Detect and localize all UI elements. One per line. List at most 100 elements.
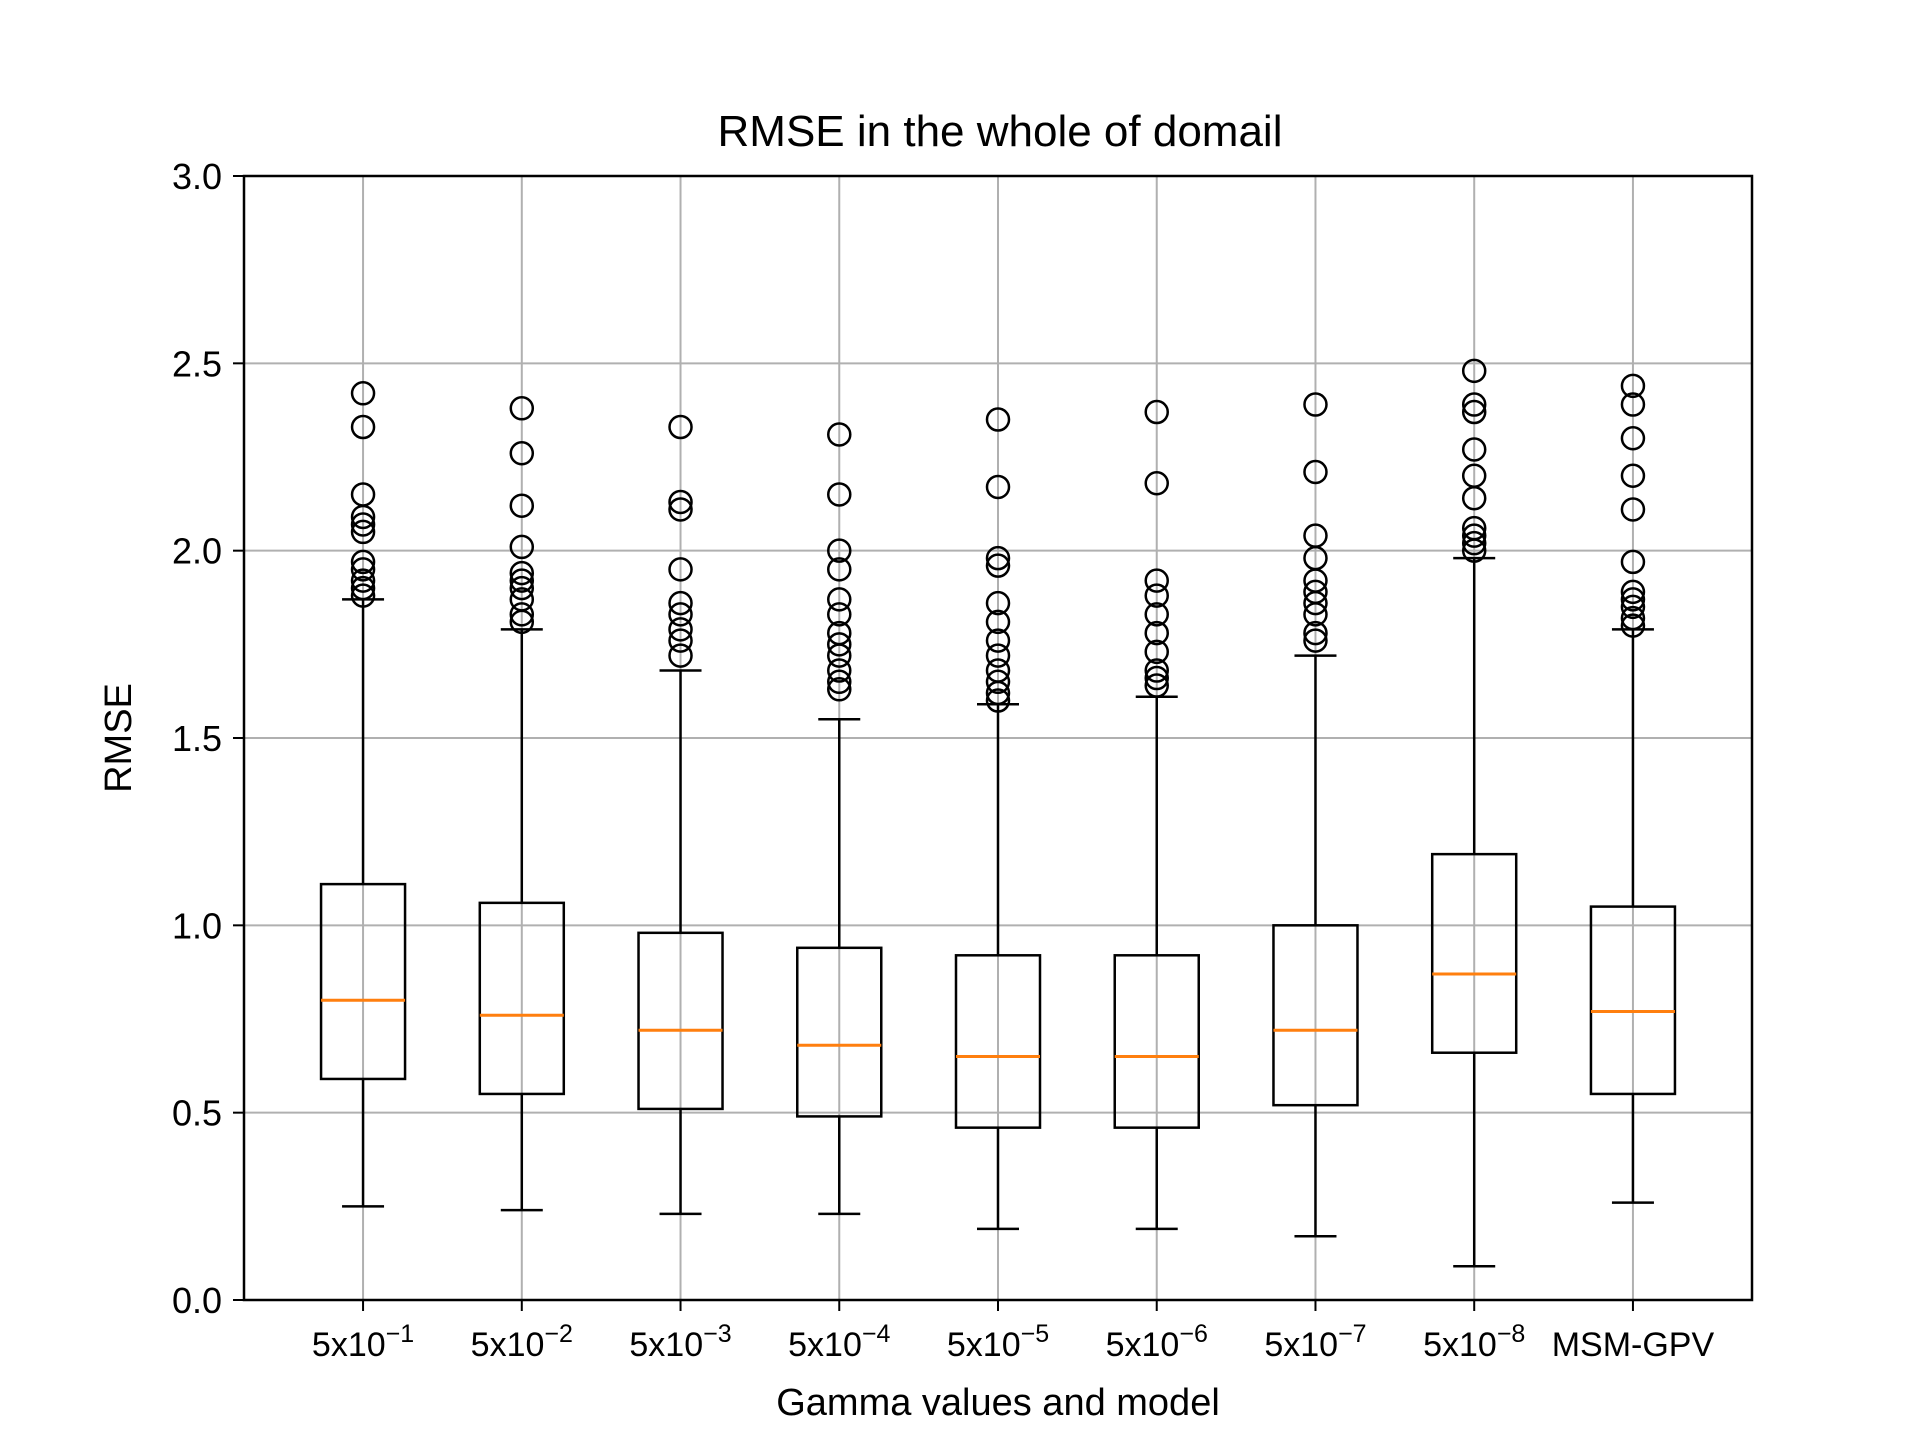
x-axis-label: Gamma values and model bbox=[776, 1382, 1220, 1424]
box-iqr bbox=[1589, 905, 1677, 1096]
flier-point bbox=[1303, 523, 1328, 548]
flier-point bbox=[350, 583, 376, 608]
flier-point bbox=[668, 414, 693, 440]
y-tick-label: 3.0 bbox=[172, 156, 222, 197]
box-iqr bbox=[478, 901, 566, 1096]
flier-point bbox=[985, 590, 1011, 616]
x-tick-label: 5x10−1 bbox=[312, 1320, 414, 1364]
x-tick-label: 5x10−7 bbox=[1264, 1320, 1366, 1364]
flier-point bbox=[1620, 497, 1646, 522]
flier-point bbox=[1303, 459, 1328, 485]
flier-point bbox=[985, 669, 1011, 695]
flier-point bbox=[668, 602, 693, 627]
flier-point bbox=[1303, 620, 1328, 646]
box-iqr bbox=[1113, 954, 1200, 1129]
flier-point bbox=[1303, 392, 1328, 417]
flier-point bbox=[985, 545, 1011, 571]
flier-point bbox=[985, 628, 1011, 653]
box-group bbox=[796, 422, 883, 1216]
box-group bbox=[319, 381, 407, 1208]
x-tick-label: 5x10−6 bbox=[1106, 1320, 1208, 1364]
flier-point bbox=[827, 620, 852, 646]
flier-point bbox=[1620, 587, 1646, 612]
flier-point bbox=[985, 609, 1011, 635]
flier-point bbox=[827, 602, 852, 627]
flier-point bbox=[668, 643, 693, 668]
box-iqr bbox=[319, 882, 407, 1081]
flier-point bbox=[1461, 399, 1487, 425]
flier-point bbox=[827, 422, 852, 447]
flier-point bbox=[827, 538, 852, 563]
y-axis-label: RMSE bbox=[98, 683, 140, 793]
x-tick-label: 5x10−4 bbox=[788, 1320, 890, 1364]
flier-point bbox=[350, 414, 376, 440]
x-tick-label: 5x10−8 bbox=[1423, 1320, 1525, 1364]
y-tick-label: 2.0 bbox=[172, 531, 222, 572]
flier-point bbox=[1144, 673, 1169, 698]
flier-point bbox=[668, 617, 693, 642]
flier-point bbox=[350, 519, 376, 545]
flier-point bbox=[1620, 579, 1646, 605]
flier-point bbox=[1620, 426, 1646, 451]
flier-point bbox=[827, 677, 852, 702]
flier-point bbox=[827, 587, 852, 612]
flier-point bbox=[1144, 470, 1169, 496]
box-iqr bbox=[954, 954, 1042, 1129]
flier-point bbox=[1144, 639, 1169, 665]
flier-point bbox=[350, 575, 376, 601]
box-group bbox=[1272, 392, 1359, 1238]
flier-point bbox=[1303, 628, 1328, 653]
chart-title: RMSE in the whole of domail bbox=[718, 107, 1283, 156]
flier-point bbox=[509, 534, 535, 560]
flier-point bbox=[1620, 392, 1646, 417]
flier-point bbox=[1461, 358, 1487, 384]
flier-point bbox=[1461, 463, 1487, 488]
box-iqr bbox=[637, 931, 724, 1111]
flier-point bbox=[985, 553, 1011, 578]
flier-point bbox=[1620, 613, 1646, 638]
flier-point bbox=[668, 590, 693, 616]
flier-point bbox=[1461, 515, 1487, 541]
flier-point bbox=[350, 512, 376, 537]
flier-point bbox=[509, 441, 535, 466]
y-axis: 0.0 0.5 1.0 1.5 2.0 2.5 3.0 bbox=[172, 156, 244, 1321]
flier-point bbox=[827, 658, 852, 683]
flier-point bbox=[350, 568, 376, 593]
flier-point bbox=[1461, 437, 1487, 462]
flier-point bbox=[827, 482, 852, 507]
box-group bbox=[1113, 399, 1200, 1231]
flier-point bbox=[509, 587, 535, 612]
flier-point bbox=[985, 474, 1011, 500]
y-tick-label: 1.5 bbox=[172, 718, 222, 759]
flier-point bbox=[1461, 523, 1487, 548]
flier-point bbox=[350, 549, 376, 575]
flier-point bbox=[1144, 568, 1169, 593]
box-iqr bbox=[796, 946, 883, 1118]
box-group bbox=[637, 414, 724, 1216]
flier-point bbox=[350, 381, 376, 406]
flier-point bbox=[985, 643, 1011, 668]
flier-point bbox=[985, 688, 1011, 713]
box-iqr bbox=[1430, 852, 1518, 1054]
flier-point bbox=[1303, 579, 1328, 605]
flier-point bbox=[985, 407, 1011, 432]
box-group bbox=[1589, 373, 1677, 1204]
flier-point bbox=[350, 482, 376, 507]
flier-point bbox=[1144, 620, 1169, 646]
flier-point bbox=[1620, 373, 1646, 399]
x-tick-label: MSM-GPV bbox=[1552, 1326, 1715, 1364]
flier-point bbox=[509, 560, 535, 586]
x-axis: 5x10−1 5x10−2 5x10−3 5x10−4 5x10−5 5x10−6 5x10… bbox=[312, 1300, 1715, 1364]
flier-point bbox=[827, 669, 852, 695]
flier-point bbox=[1144, 583, 1169, 608]
flier-point bbox=[1620, 463, 1646, 488]
flier-point bbox=[1144, 665, 1169, 691]
flier-point bbox=[827, 557, 852, 582]
y-tick-label: 0.5 bbox=[172, 1093, 222, 1134]
y-tick-label: 1.0 bbox=[172, 905, 222, 946]
flier-point bbox=[509, 493, 535, 518]
x-tick-label: 5x10−2 bbox=[471, 1320, 573, 1364]
flier-point bbox=[509, 568, 535, 593]
flier-point bbox=[827, 632, 852, 657]
